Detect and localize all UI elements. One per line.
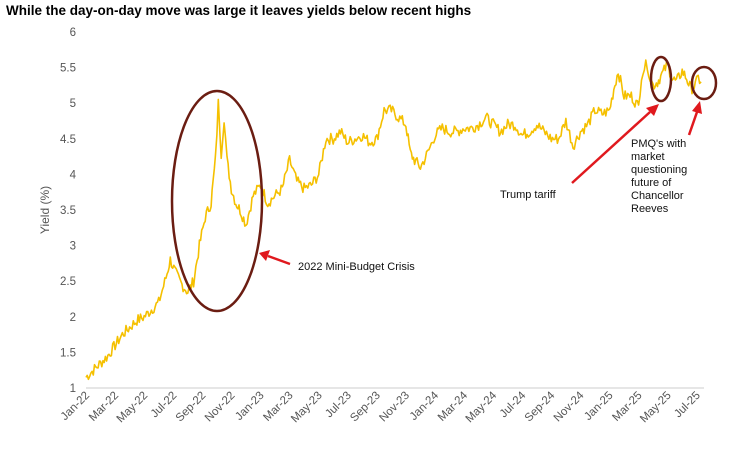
y-tick-label: 3 [70,241,76,253]
x-tick-label: May-22 [115,390,151,426]
y-axis-ticks: 1 1.5 2 2.5 3 3.5 4 4.5 5 5.5 6 [60,27,77,395]
x-tick-label: Nov-24 [552,389,587,424]
tariff-highlight-ellipse [649,55,673,103]
yield-series-line [85,59,702,381]
x-axis-ticks: Jan-22Mar-22May-22Jul-22Sep-22Nov-22Jan-… [59,389,703,425]
y-tick-label: 4 [70,169,77,181]
x-tick-label: Jul-25 [672,390,703,421]
pmq-annotation-line-5: Chancellor [631,190,684,202]
pmq-arrow [687,101,702,136]
tariff-arrow [571,104,659,184]
pmq-annotation-line-6: Reeves [631,203,669,215]
y-tick-label: 6 [70,27,76,39]
y-tick-label: 3.5 [60,205,76,217]
x-tick-label: Nov-22 [203,390,238,425]
x-tick-label: Jan-25 [582,390,615,423]
x-tick-label: Sep-24 [523,389,558,424]
tariff-annotation: Trump tariff [500,189,557,201]
chart-title: While the day-on-day move was large it l… [6,3,472,18]
x-tick-label: Sep-22 [174,390,209,425]
y-tick-label: 4.5 [60,134,76,146]
x-tick-label: May-25 [638,390,674,426]
x-tick-label: May-23 [289,390,325,426]
y-tick-label: 2.5 [60,276,76,288]
y-tick-label: 5.5 [60,63,76,75]
y-tick-label: 5 [70,98,76,110]
x-tick-label: Jan-24 [408,389,442,423]
y-tick-label: 1.5 [60,347,76,359]
x-tick-label: Jan-23 [233,390,266,423]
y-tick-label: 1 [70,383,76,395]
x-tick-label: May-24 [464,389,500,425]
x-tick-label: Nov-23 [377,390,412,425]
pmq-annotation-line-4: future of [631,177,672,189]
x-tick-label: Sep-23 [348,390,383,425]
pmq-annotation-line-2: market [631,151,665,163]
pmq-annotation-line-3: questioning [631,164,687,176]
y-tick-label: 2 [70,312,76,324]
minibudget-annotation: 2022 Mini-Budget Crisis [298,261,415,273]
minibudget-highlight-ellipse [170,89,264,313]
y-axis-label: Yield (%) [38,186,52,234]
minibudget-arrow [259,250,291,266]
pmq-highlight-ellipse [690,65,718,101]
pmq-annotation-line-1: PMQ's with [631,138,686,150]
